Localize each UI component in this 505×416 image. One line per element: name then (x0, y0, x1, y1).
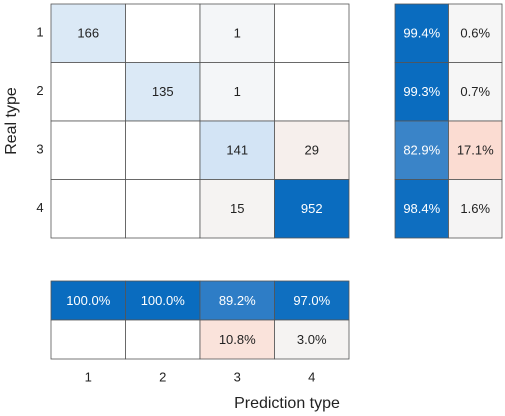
y-tick-label: 4 (36, 200, 43, 215)
cell (448, 179, 503, 239)
empty-cell (125, 179, 201, 239)
cell (448, 120, 503, 180)
y-tick-label: 3 (36, 142, 43, 157)
cell-label: 100.0% (66, 293, 111, 308)
cell (199, 120, 275, 180)
cell (274, 120, 350, 180)
empty-cell (274, 3, 350, 63)
cell (274, 179, 350, 239)
cell-label: 141 (226, 143, 248, 158)
cell-label: 0.6% (460, 26, 490, 41)
cell (50, 280, 126, 321)
cell-label: 166 (77, 26, 99, 41)
x-tick-label: 1 (85, 369, 92, 384)
x-axis-label: Prediction type (234, 395, 340, 412)
cell-label: 952 (301, 201, 323, 216)
empty-cell (274, 62, 350, 122)
cell (199, 319, 275, 360)
empty-cell (50, 179, 126, 239)
cell (199, 62, 275, 122)
cell-label: 1 (234, 26, 241, 41)
cell (448, 3, 503, 63)
cell (274, 319, 350, 360)
cell-label: 97.0% (293, 293, 330, 308)
cell-label: 99.3% (403, 84, 440, 99)
cell (125, 62, 201, 122)
cell-label: 17.1% (457, 143, 494, 158)
cell (50, 3, 126, 63)
empty-cell (125, 319, 201, 360)
cell-label: 0.7% (460, 84, 490, 99)
cell-label: 1 (234, 84, 241, 99)
y-axis-label: Real type (3, 87, 20, 155)
cell-label: 15 (230, 201, 244, 216)
cell (199, 179, 275, 239)
empty-cell (50, 120, 126, 180)
cell-label: 100.0% (141, 293, 186, 308)
cell-label: 3.0% (297, 332, 327, 347)
y-tick-label: 2 (36, 83, 43, 98)
x-tick-label: 4 (308, 369, 315, 384)
cell-label: 10.8% (219, 332, 256, 347)
y-tick-label: 1 (36, 25, 43, 40)
empty-cell (125, 120, 201, 180)
cell-label: 89.2% (219, 293, 256, 308)
empty-cell (50, 319, 126, 360)
x-tick-label: 3 (234, 369, 241, 384)
cell-label: 99.4% (403, 26, 440, 41)
cell-label: 82.9% (403, 143, 440, 158)
empty-cell (125, 3, 201, 63)
cell-label: 29 (305, 143, 319, 158)
cell-label: 1.6% (460, 201, 490, 216)
x-tick-label: 2 (159, 369, 166, 384)
cell (448, 62, 503, 122)
cell-label: 135 (152, 84, 174, 99)
cell (125, 280, 201, 321)
empty-cell (50, 62, 126, 122)
cell (274, 280, 350, 321)
cell (199, 280, 275, 321)
cell-label: 98.4% (403, 201, 440, 216)
cell (199, 3, 275, 63)
